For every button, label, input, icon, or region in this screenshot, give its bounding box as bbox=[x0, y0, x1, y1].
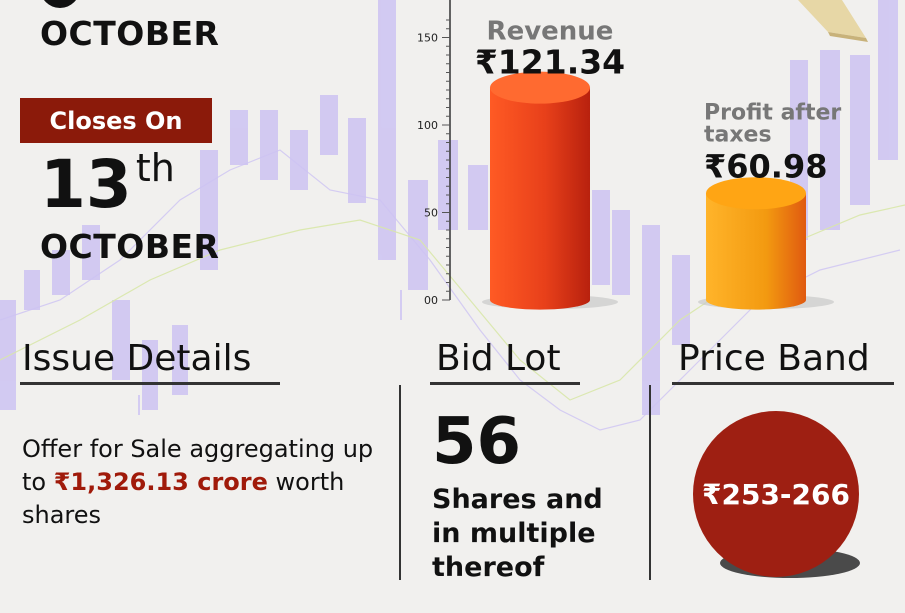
bar-category-label: Revenue bbox=[487, 17, 614, 47]
price-band-heading: Price Band bbox=[678, 338, 870, 379]
column-divider-left bbox=[399, 385, 401, 580]
close-month: OCTOBER bbox=[40, 227, 220, 266]
bid-lot-description: Shares and in multiple thereof bbox=[432, 483, 603, 585]
open-month: OCTOBER bbox=[40, 14, 220, 53]
bar-top-cap bbox=[706, 177, 806, 210]
financials-bar-chart: 00 50 100 150 Revenue₹121.34 Profit aftertaxe… bbox=[417, 0, 841, 310]
issue-details-heading: Issue Details bbox=[22, 338, 252, 379]
issue-details-text: Offer for Sale aggregating up to ₹1,326.… bbox=[22, 433, 392, 532]
bar-value-label: ₹60.98 bbox=[704, 147, 827, 185]
bar-bottom-cap bbox=[706, 290, 806, 310]
bid-lot-line-1: Shares and bbox=[432, 484, 603, 515]
offer-amount: ₹1,326.13 crore bbox=[53, 468, 268, 496]
price-band-underline bbox=[672, 382, 894, 385]
open-day-glyph-fragment bbox=[40, 0, 80, 8]
offer-text-after: worth shares bbox=[22, 468, 345, 529]
closes-on-badge: Closes On bbox=[20, 98, 212, 143]
y-tick-label: 150 bbox=[417, 32, 438, 45]
bar-revenue bbox=[490, 87, 590, 300]
bid-lot-heading: Bid Lot bbox=[436, 338, 561, 379]
close-day-suffix: th bbox=[135, 146, 175, 190]
y-tick-label: 100 bbox=[417, 119, 438, 132]
bar-value-label: ₹121.34 bbox=[475, 43, 625, 82]
bid-lot-number: 56 bbox=[432, 405, 522, 479]
close-day: 13 bbox=[40, 146, 132, 223]
gold-diamond-decoration bbox=[798, 0, 868, 42]
bid-lot-line-3: thereof bbox=[432, 552, 545, 583]
bar-top-cap bbox=[490, 71, 590, 104]
bar-profit bbox=[706, 193, 806, 300]
offer-text-before: Offer for Sale aggregating up to bbox=[22, 435, 374, 496]
bar-category-label-line-2: taxes bbox=[704, 122, 772, 147]
column-divider-right bbox=[649, 385, 651, 580]
bid-lot-underline bbox=[430, 382, 580, 385]
price-band-circle: ₹253-266 bbox=[693, 411, 859, 577]
issue-details-underline bbox=[20, 382, 280, 385]
bid-lot-line-2: in multiple bbox=[432, 518, 596, 549]
bar-category-label: Profit after bbox=[704, 100, 841, 125]
price-band-value: ₹253-266 bbox=[702, 477, 850, 511]
bar-bottom-cap bbox=[490, 290, 590, 310]
y-tick-label: 00 bbox=[424, 294, 438, 307]
y-tick-label: 50 bbox=[424, 207, 438, 220]
closes-on-label: Closes On bbox=[49, 106, 183, 135]
